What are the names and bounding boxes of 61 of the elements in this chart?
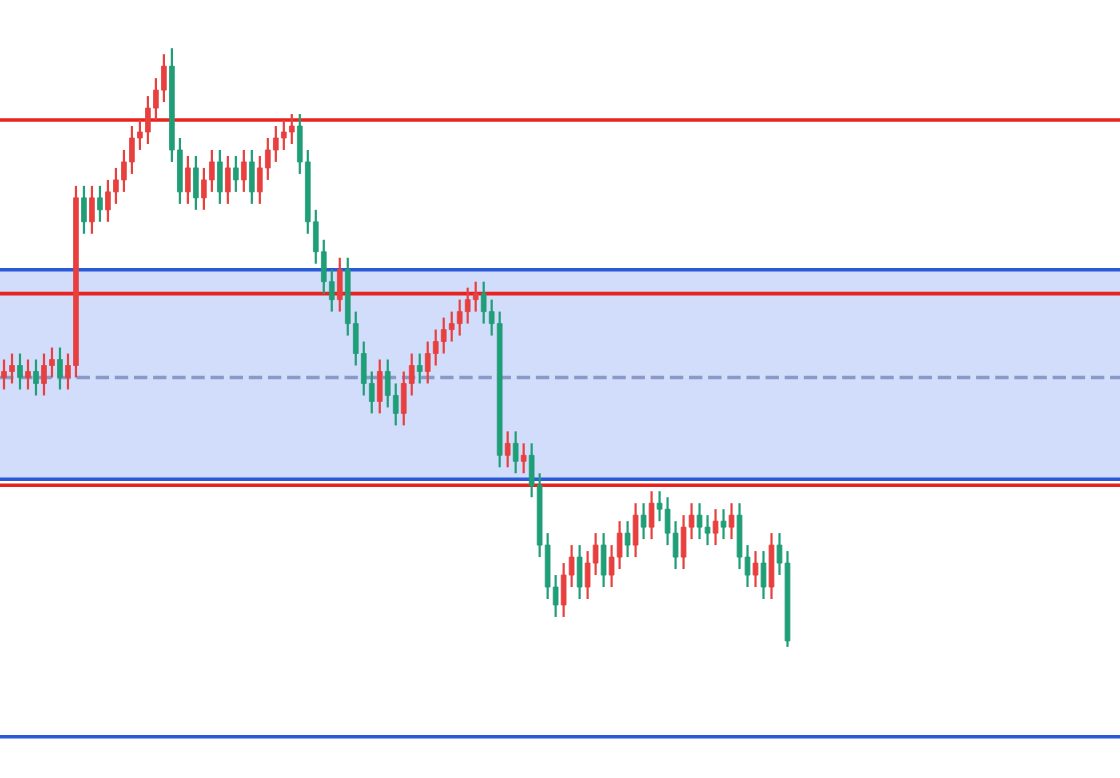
candlestick — [81, 184, 87, 235]
candlestick — [129, 124, 135, 176]
candlestick — [209, 148, 215, 193]
candlestick — [281, 118, 287, 152]
candlestick — [600, 532, 607, 589]
candlestick — [89, 184, 95, 235]
candlestick — [201, 166, 207, 211]
candlestick — [145, 94, 151, 146]
candlestick — [241, 148, 247, 193]
candlestick — [464, 286, 471, 325]
candlestick — [336, 256, 343, 313]
candlestick — [576, 544, 583, 601]
candlestick — [616, 520, 623, 571]
candlestick — [41, 352, 47, 397]
candlestick — [720, 508, 727, 541]
candlestick — [648, 490, 655, 541]
candlestick — [25, 358, 31, 391]
candlestick — [273, 124, 279, 164]
candlestick — [113, 166, 119, 205]
candlestick — [97, 184, 103, 223]
candlestick — [233, 154, 239, 193]
candlestick — [472, 280, 479, 313]
candlestick — [768, 532, 775, 601]
candlestick — [57, 346, 63, 391]
candlestick — [480, 280, 487, 325]
candlestick — [400, 370, 407, 427]
candlestick — [217, 148, 223, 205]
candlestick — [416, 352, 423, 385]
candlestick — [9, 352, 15, 385]
candlestick — [504, 430, 511, 469]
candlestick — [1, 358, 7, 391]
candlestick — [288, 112, 295, 146]
candlestick — [249, 148, 255, 205]
candlestick — [520, 442, 527, 475]
candlestick — [185, 154, 191, 205]
candlestick — [440, 316, 447, 355]
candlestick — [560, 561, 567, 619]
candlestick — [432, 328, 439, 367]
candlestick — [728, 502, 735, 541]
candlestick — [624, 520, 631, 559]
candlestick — [225, 154, 231, 205]
candlestick — [640, 502, 647, 541]
candlestick — [17, 352, 23, 391]
candlestick — [193, 154, 199, 211]
candlestick — [376, 358, 383, 415]
candlestick — [384, 358, 391, 409]
candlestick — [49, 346, 55, 379]
candlestick — [584, 549, 591, 601]
candlestick — [760, 549, 767, 601]
candlestick — [33, 358, 39, 397]
candlestick — [105, 178, 111, 223]
candlestick — [712, 508, 719, 547]
candlestick — [632, 502, 639, 559]
candlestick — [512, 430, 519, 475]
candlestick — [257, 154, 263, 205]
candlestick — [424, 340, 431, 385]
candlestick — [752, 549, 759, 589]
candlestick — [456, 298, 463, 337]
candlestick — [161, 53, 167, 104]
candlestick — [696, 502, 703, 541]
candlestick — [448, 310, 455, 343]
